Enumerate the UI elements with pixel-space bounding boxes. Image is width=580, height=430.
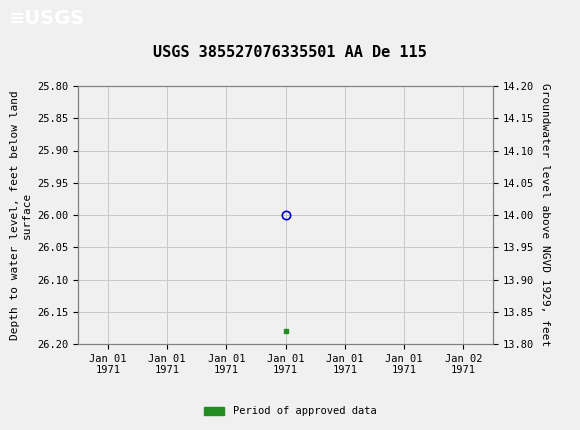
Y-axis label: Depth to water level, feet below land
surface: Depth to water level, feet below land su…: [10, 90, 32, 340]
Y-axis label: Groundwater level above NGVD 1929, feet: Groundwater level above NGVD 1929, feet: [539, 83, 549, 347]
Text: ≡USGS: ≡USGS: [9, 9, 85, 28]
Text: USGS 385527076335501 AA De 115: USGS 385527076335501 AA De 115: [153, 45, 427, 60]
Legend: Period of approved data: Period of approved data: [200, 402, 380, 421]
